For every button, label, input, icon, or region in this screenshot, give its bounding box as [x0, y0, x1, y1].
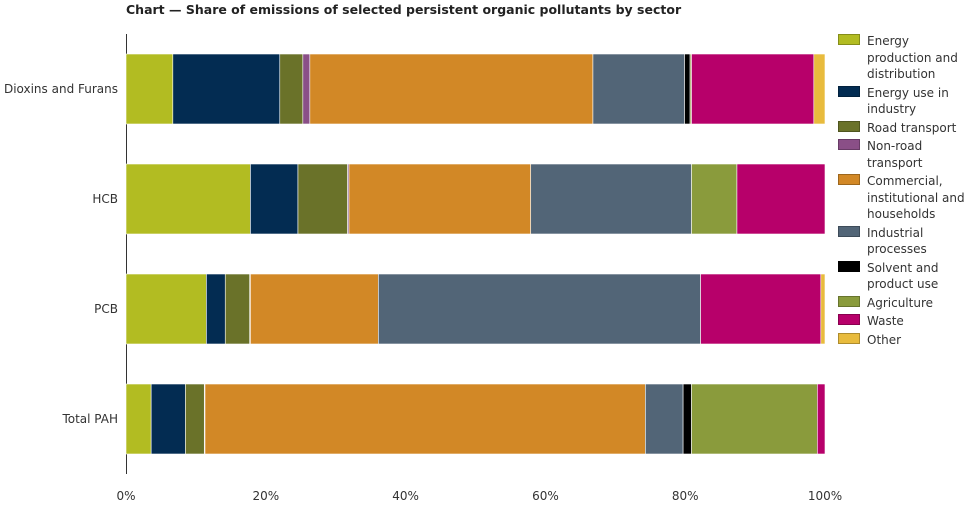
chart-legend: Energy production and distribution Energy… [838, 33, 968, 350]
bar-segment[interactable] [820, 273, 826, 345]
x-tick-label: 60% [532, 489, 559, 503]
bar-segment[interactable] [684, 53, 691, 125]
legend-swatch [838, 225, 860, 237]
bar-segment[interactable] [172, 53, 281, 125]
bar-segment[interactable] [682, 383, 692, 455]
bar-segment[interactable] [185, 383, 205, 455]
x-tick-label: 40% [392, 489, 419, 503]
y-tick-label: HCB [92, 192, 118, 206]
legend-swatch [838, 120, 860, 132]
legend-item[interactable]: Energy use in industry [838, 85, 968, 118]
bar-segment[interactable] [204, 383, 646, 455]
bar-segment[interactable] [813, 53, 826, 125]
legend-item[interactable]: Non-road transport [838, 138, 968, 171]
legend-label: Non-road transport [867, 139, 923, 170]
bar-segment[interactable] [700, 273, 822, 345]
bar-segment[interactable] [206, 273, 226, 345]
bar-segment[interactable] [297, 163, 348, 235]
legend-swatch [838, 260, 860, 272]
legend-item[interactable]: Energy production and distribution [838, 33, 968, 83]
legend-item[interactable]: Other [838, 332, 968, 349]
bar-segment[interactable] [348, 163, 532, 235]
y-tick-label: Total PAH [61, 412, 118, 426]
bar-segment[interactable] [150, 383, 186, 455]
bar-segment[interactable] [817, 383, 826, 455]
legend-item[interactable]: Industrial processes [838, 225, 968, 258]
legend-item[interactable]: Waste [838, 313, 968, 330]
bar-segment[interactable] [691, 163, 738, 235]
legend-label: Other [867, 332, 902, 347]
legend-label: Agriculture [867, 295, 933, 310]
x-tick-label: 0% [116, 489, 135, 503]
legend-label: Solvent and product use [867, 260, 939, 292]
legend-label: Commercial, institutional and households [867, 174, 965, 221]
x-tick-label: 80% [672, 489, 699, 503]
legend-swatch [838, 34, 860, 45]
bar-segment[interactable] [592, 53, 685, 125]
x-tick-label: 100% [808, 489, 842, 503]
bar-segment[interactable] [125, 53, 174, 125]
chart-title: Chart — Share of emissions of selected p… [126, 2, 682, 17]
legend-label: Waste [867, 314, 904, 328]
legend-swatch [838, 85, 860, 97]
bar-segment[interactable] [125, 273, 207, 345]
legend-label: Industrial processes [867, 225, 927, 257]
legend-item[interactable]: Solvent and product use [838, 260, 968, 293]
legend-item[interactable]: Agriculture [838, 295, 968, 312]
bar-segment[interactable] [302, 53, 311, 125]
bar-segment[interactable] [645, 383, 684, 455]
legend-swatch [838, 314, 860, 325]
legend-swatch [838, 139, 860, 150]
bar-segment[interactable] [309, 53, 594, 125]
legend-item[interactable]: Road transport [838, 120, 968, 137]
y-tick-label: Dioxins and Furans [4, 82, 118, 96]
bar-segment[interactable] [224, 273, 251, 345]
bar-segment[interactable] [691, 53, 815, 125]
bar-segment[interactable] [530, 163, 692, 235]
bar-segment[interactable] [125, 163, 251, 235]
x-tick-label: 20% [252, 489, 279, 503]
legend-item[interactable]: Commercial, institutional and households [838, 173, 968, 223]
bar-segment[interactable] [691, 383, 818, 455]
legend-label: Road transport [867, 120, 957, 135]
bar-segment[interactable] [736, 163, 826, 235]
legend-swatch [838, 174, 860, 185]
y-tick-label: PCB [94, 302, 118, 316]
bar-segment[interactable] [279, 53, 304, 125]
legend-swatch [838, 332, 860, 344]
bar-segment[interactable] [250, 163, 299, 235]
legend-swatch [838, 295, 860, 307]
legend-label: Energy use in industry [867, 85, 949, 117]
legend-label: Energy production and distribution [867, 34, 958, 81]
bar-segment[interactable] [125, 383, 152, 455]
bar-segment[interactable] [378, 273, 701, 345]
bar-segment[interactable] [250, 273, 379, 345]
